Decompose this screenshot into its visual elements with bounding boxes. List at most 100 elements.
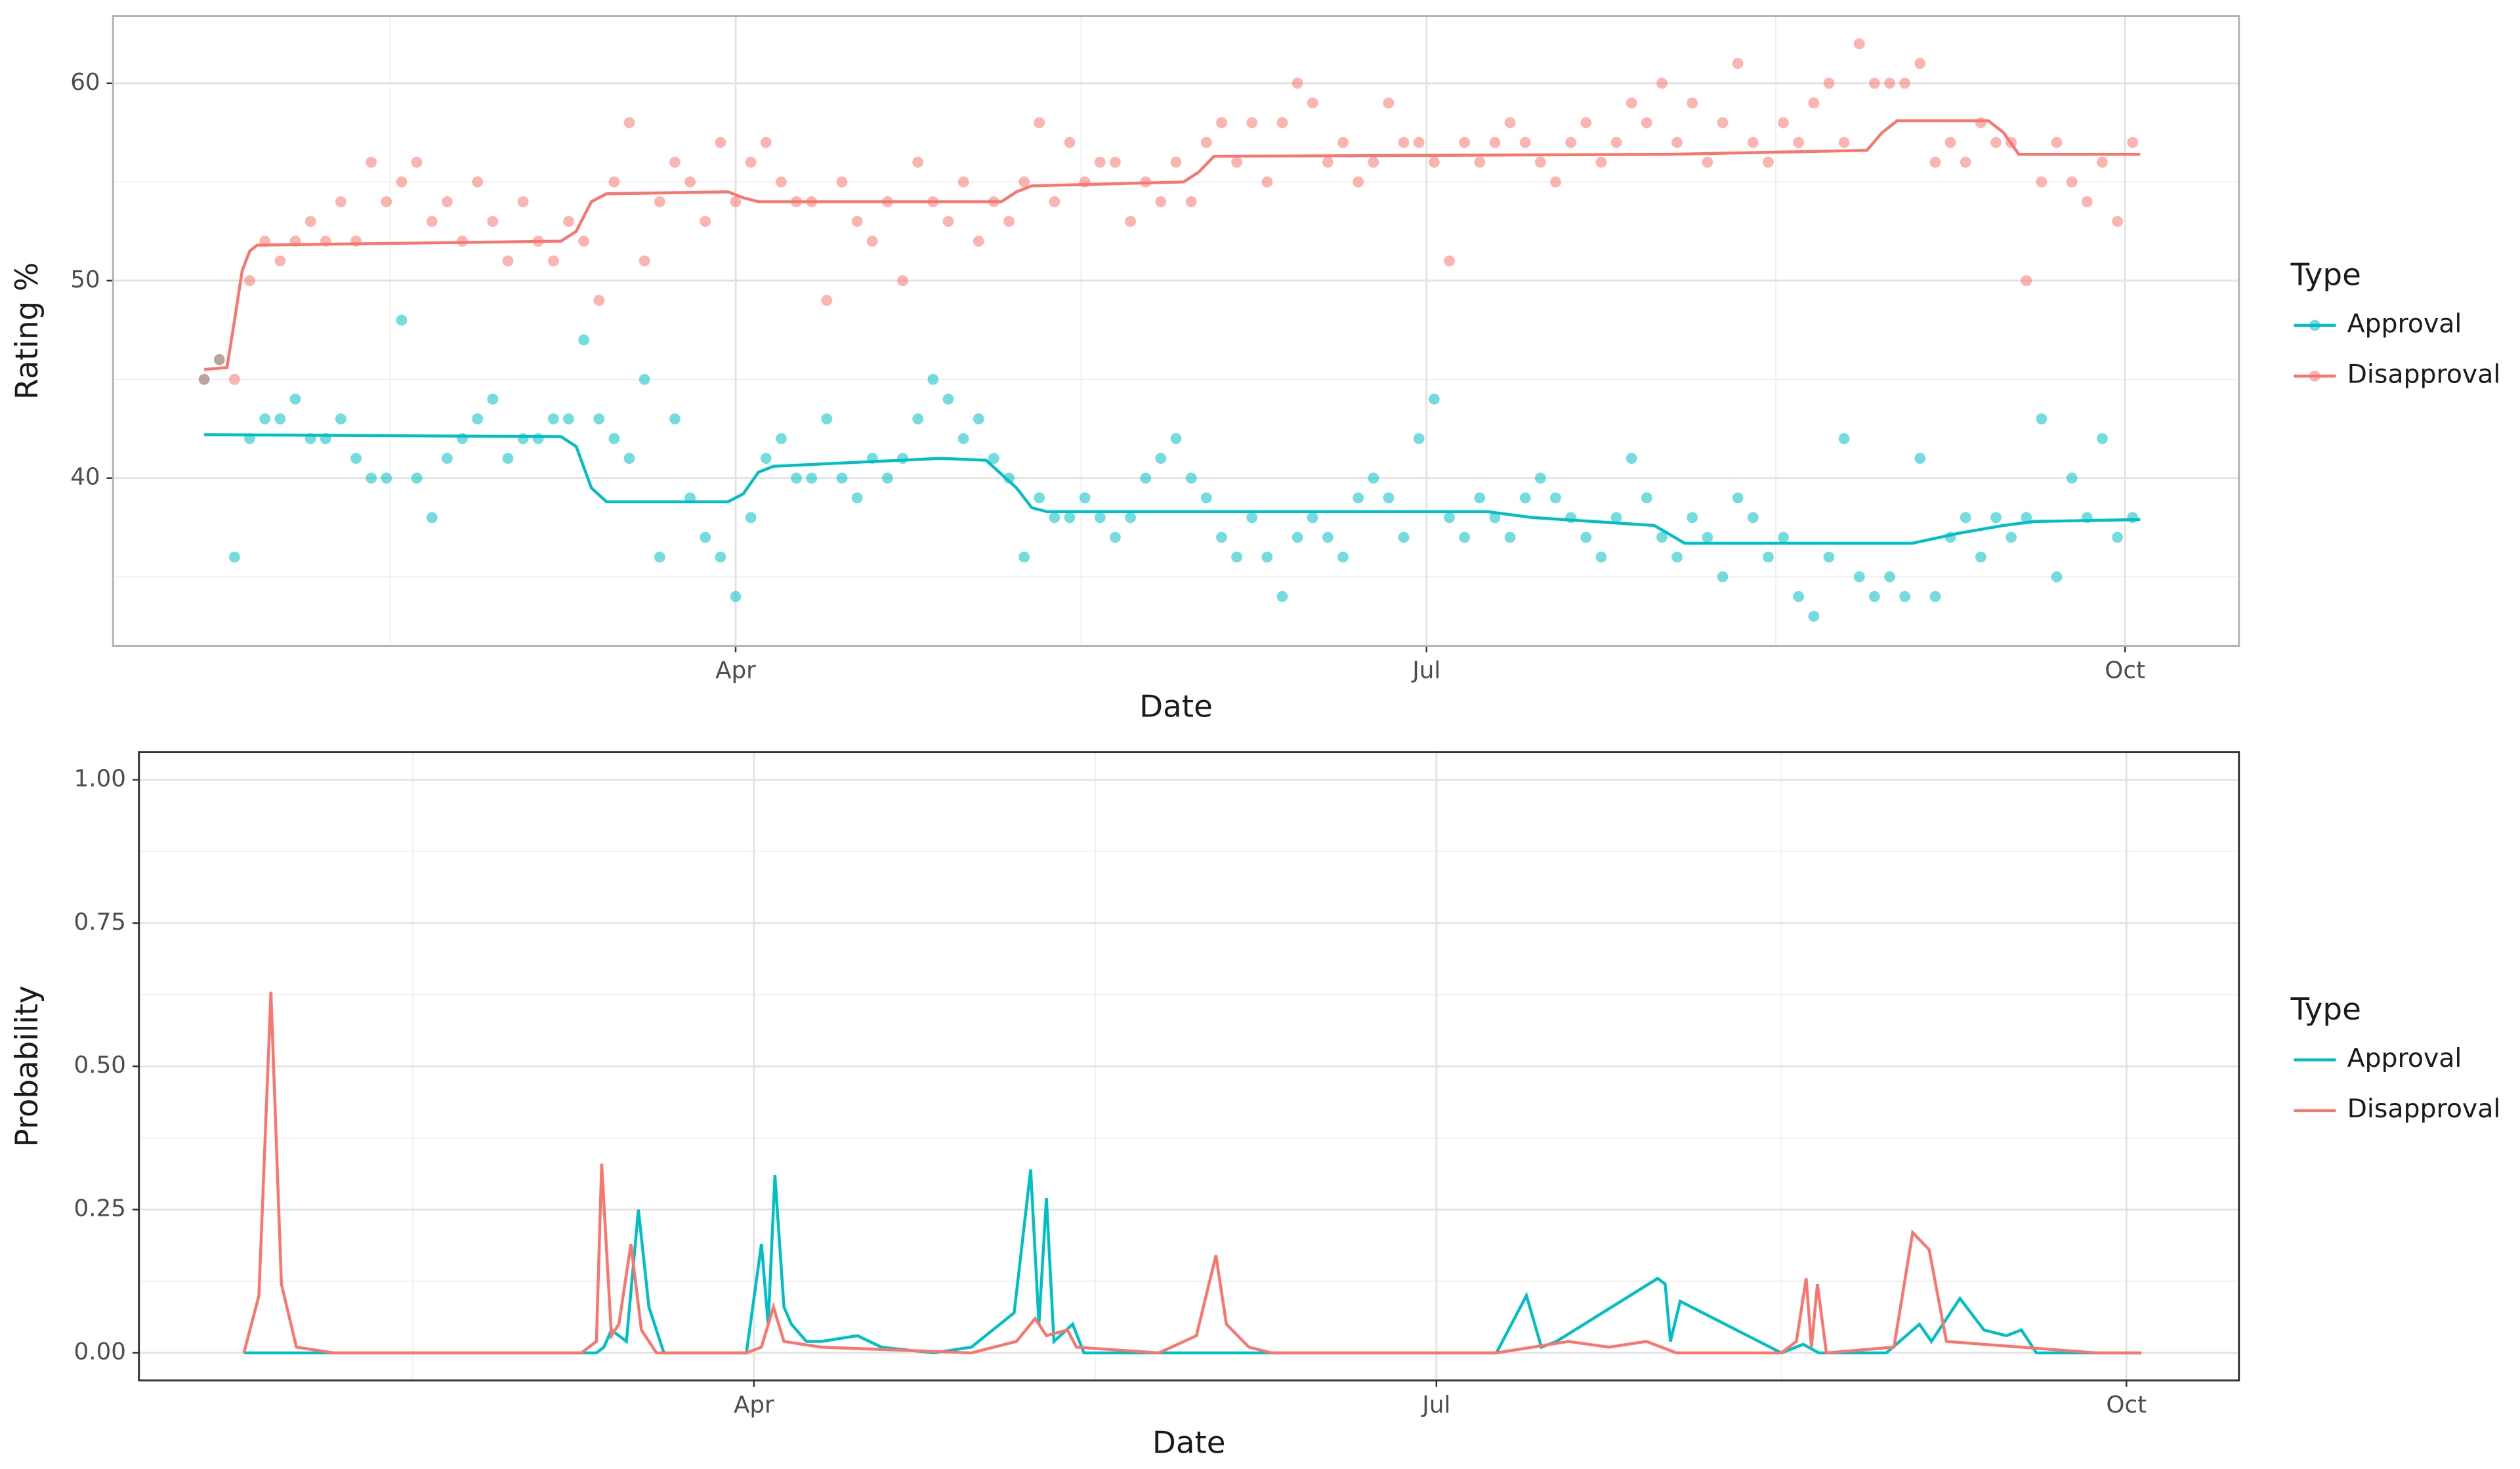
point (1064, 512, 1076, 524)
point (1368, 156, 1379, 168)
point (1823, 77, 1835, 89)
point (1140, 472, 1152, 484)
point (1717, 117, 1729, 129)
y-tick-label: 0.25 (74, 1195, 126, 1222)
point (1853, 571, 1865, 583)
point (1838, 433, 1850, 444)
point (1049, 512, 1060, 524)
y-tick-label: 0.75 (74, 909, 126, 936)
point (1763, 156, 1774, 168)
point (1307, 512, 1318, 524)
point (927, 373, 939, 385)
point (1869, 590, 1880, 602)
point (274, 413, 286, 424)
point (821, 295, 833, 306)
point (639, 373, 650, 385)
point (836, 472, 848, 484)
legend-label: Disapproval (2347, 360, 2501, 390)
point (2127, 512, 2139, 524)
point (791, 472, 802, 484)
point (1155, 196, 1167, 207)
point (259, 413, 271, 424)
point (1428, 393, 1440, 405)
point (1489, 136, 1501, 148)
x-tick-label: Oct (2106, 1392, 2147, 1418)
point (1444, 512, 1455, 524)
point (1595, 551, 1607, 563)
point (396, 314, 408, 326)
point (304, 216, 316, 227)
point (1110, 531, 1121, 543)
point (1322, 531, 1334, 543)
point (1049, 196, 1060, 207)
point (1853, 38, 1865, 50)
point (760, 453, 772, 464)
point (2021, 512, 2032, 524)
x-axis-title: Date (1152, 1426, 1226, 1461)
point (1580, 117, 1592, 129)
point (776, 433, 787, 444)
point (502, 255, 514, 267)
point (912, 156, 924, 168)
point (1990, 512, 2002, 524)
point (1034, 492, 1045, 504)
point (1292, 531, 1303, 543)
y-tick-label: 1.00 (74, 765, 126, 792)
point (578, 236, 589, 247)
point (1641, 492, 1652, 504)
point (1990, 136, 2002, 148)
point (1110, 156, 1121, 168)
point (1398, 136, 1410, 148)
point (593, 413, 605, 424)
point (1747, 512, 1759, 524)
point (700, 531, 711, 543)
point (1975, 551, 1986, 563)
legend-label: Disapproval (2347, 1094, 2501, 1124)
point (1368, 472, 1379, 484)
point (1823, 551, 1835, 563)
point (608, 176, 620, 188)
x-tick-label: Jul (1411, 657, 1440, 684)
point (2081, 196, 2093, 207)
point (1580, 531, 1592, 543)
point (1246, 117, 1258, 129)
point (1246, 512, 1258, 524)
x-tick-label: Oct (2105, 657, 2145, 684)
point (2112, 216, 2123, 227)
y-tick-label: 40 (70, 464, 100, 491)
point (1626, 453, 1637, 464)
y-axis-title: Rating % (10, 262, 45, 400)
point (1474, 156, 1486, 168)
point (730, 196, 742, 207)
point (1793, 590, 1805, 602)
point (973, 236, 984, 247)
point (1641, 117, 1652, 129)
point (1064, 136, 1076, 148)
point (760, 136, 772, 148)
point (2112, 531, 2123, 543)
point (745, 156, 757, 168)
x-axis-title: Date (1139, 690, 1213, 725)
point (472, 413, 483, 424)
point (1337, 551, 1349, 563)
point (715, 136, 726, 148)
point (1793, 136, 1805, 148)
point (1610, 512, 1622, 524)
point (1261, 551, 1273, 563)
line (242, 991, 2142, 1355)
point (1170, 156, 1182, 168)
point (289, 393, 301, 405)
point (366, 472, 377, 484)
point (1383, 492, 1395, 504)
x-tick-label: Apr (734, 1392, 774, 1418)
point (335, 196, 346, 207)
point (882, 472, 893, 484)
point (1808, 97, 1820, 109)
point (396, 176, 408, 188)
point (684, 176, 696, 188)
point (1702, 531, 1713, 543)
x-tick-label: Apr (715, 657, 756, 684)
point (623, 117, 635, 129)
point (973, 413, 984, 424)
point (776, 176, 787, 188)
